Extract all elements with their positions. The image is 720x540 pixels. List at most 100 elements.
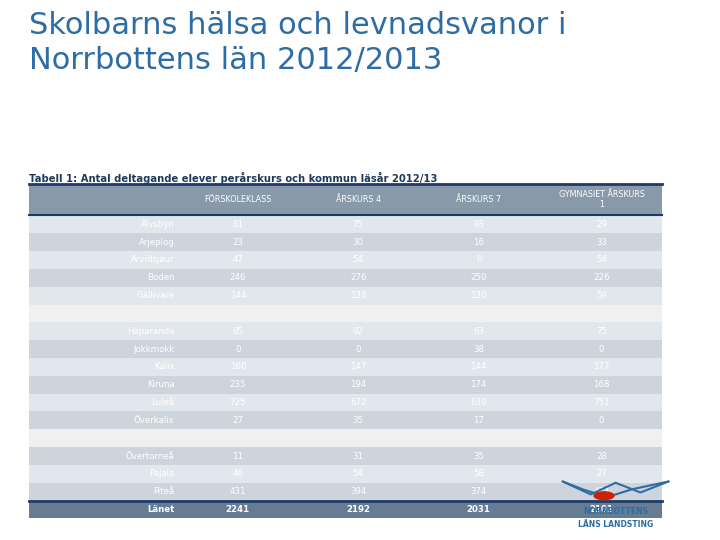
Text: Överkalix: Överkalix bbox=[134, 416, 174, 425]
Text: 47: 47 bbox=[233, 255, 243, 265]
Text: 63: 63 bbox=[473, 327, 484, 336]
Text: 144: 144 bbox=[470, 362, 487, 372]
Bar bbox=[29, 394, 662, 411]
Text: 27: 27 bbox=[596, 469, 607, 478]
Text: Tabell 1: Antal deltagande elever perårskurs och kommun läsår 2012/13: Tabell 1: Antal deltagande elever perårs… bbox=[29, 172, 437, 184]
Text: Övertorneå: Övertorneå bbox=[126, 451, 174, 461]
Text: 0: 0 bbox=[476, 255, 482, 265]
Text: 54: 54 bbox=[596, 255, 607, 265]
Circle shape bbox=[594, 492, 614, 500]
Text: GYMNASIET ÅRSKURS
1: GYMNASIET ÅRSKURS 1 bbox=[559, 190, 644, 209]
Text: 16: 16 bbox=[473, 238, 484, 247]
Text: 93: 93 bbox=[473, 220, 484, 229]
Text: ÅRSKURS 4: ÅRSKURS 4 bbox=[336, 195, 381, 204]
Text: 2241: 2241 bbox=[226, 505, 250, 514]
Text: 30: 30 bbox=[353, 238, 364, 247]
Text: 168: 168 bbox=[593, 380, 610, 389]
Text: 0: 0 bbox=[599, 416, 604, 425]
Text: Haparanda: Haparanda bbox=[127, 327, 174, 336]
Bar bbox=[29, 483, 662, 501]
Text: 639: 639 bbox=[470, 398, 487, 407]
Text: 27: 27 bbox=[233, 416, 243, 425]
Text: 431: 431 bbox=[230, 487, 246, 496]
Bar bbox=[29, 287, 662, 305]
Text: Kiruna: Kiruna bbox=[147, 380, 174, 389]
Text: Länet: Länet bbox=[147, 505, 174, 514]
Text: 194: 194 bbox=[350, 380, 366, 389]
Bar bbox=[29, 184, 662, 215]
Text: Luleå: Luleå bbox=[151, 398, 174, 407]
Text: 38: 38 bbox=[473, 345, 484, 354]
Bar bbox=[29, 447, 662, 465]
Text: Kalix: Kalix bbox=[154, 362, 174, 372]
Text: 28: 28 bbox=[596, 451, 607, 461]
Text: 54: 54 bbox=[353, 255, 364, 265]
Bar bbox=[29, 340, 662, 358]
Bar bbox=[29, 322, 662, 340]
Text: 160: 160 bbox=[230, 362, 246, 372]
Text: 138: 138 bbox=[350, 291, 366, 300]
Text: LÄNS LANDSTING: LÄNS LANDSTING bbox=[578, 521, 653, 529]
Text: 374: 374 bbox=[470, 487, 487, 496]
Text: 75: 75 bbox=[353, 220, 364, 229]
Bar bbox=[29, 429, 662, 447]
Text: 226: 226 bbox=[593, 273, 610, 282]
Text: 29: 29 bbox=[596, 220, 607, 229]
Text: 177: 177 bbox=[593, 362, 610, 372]
Text: 35: 35 bbox=[353, 416, 364, 425]
Text: NORRBOTTENS: NORRBOTTENS bbox=[583, 508, 648, 516]
Text: 0: 0 bbox=[599, 345, 604, 354]
Text: 33: 33 bbox=[596, 238, 607, 247]
Text: 61: 61 bbox=[233, 220, 243, 229]
Text: 174: 174 bbox=[470, 380, 487, 389]
Bar bbox=[29, 465, 662, 483]
Text: 0: 0 bbox=[235, 345, 240, 354]
Text: 35: 35 bbox=[473, 451, 484, 461]
Text: 394: 394 bbox=[350, 487, 366, 496]
Text: 474: 474 bbox=[593, 487, 610, 496]
Text: 235: 235 bbox=[230, 380, 246, 389]
Text: 276: 276 bbox=[350, 273, 366, 282]
Text: 2192: 2192 bbox=[346, 505, 370, 514]
Text: 130: 130 bbox=[470, 291, 487, 300]
Text: 246: 246 bbox=[230, 273, 246, 282]
Text: 144: 144 bbox=[230, 291, 246, 300]
Bar bbox=[29, 358, 662, 376]
Text: 725: 725 bbox=[230, 398, 246, 407]
Text: Gällivare: Gällivare bbox=[136, 291, 174, 300]
Text: 2031: 2031 bbox=[467, 505, 490, 514]
Bar bbox=[29, 411, 662, 429]
Text: 59: 59 bbox=[596, 291, 607, 300]
Text: 17: 17 bbox=[473, 416, 484, 425]
Bar bbox=[29, 269, 662, 287]
Text: 75: 75 bbox=[596, 327, 607, 336]
Text: Skolbarns hälsa och levnadsvanor i
Norrbottens län 2012/2013: Skolbarns hälsa och levnadsvanor i Norrb… bbox=[29, 11, 567, 75]
Bar bbox=[29, 215, 662, 233]
Text: 0: 0 bbox=[356, 345, 361, 354]
Text: 54: 54 bbox=[353, 469, 364, 478]
Text: FÖRSKOLEKLASS: FÖRSKOLEKLASS bbox=[204, 195, 271, 204]
Text: Piteå: Piteå bbox=[153, 487, 174, 496]
Bar bbox=[29, 501, 662, 518]
Text: 46: 46 bbox=[233, 469, 243, 478]
Text: Jokkmokk: Jokkmokk bbox=[133, 345, 174, 354]
Text: Arjeplog: Arjeplog bbox=[139, 238, 174, 247]
Text: 85: 85 bbox=[233, 327, 243, 336]
Text: ÅRSKURS 7: ÅRSKURS 7 bbox=[456, 195, 501, 204]
Text: Älvsbyn: Älvsbyn bbox=[140, 219, 174, 230]
Text: 23: 23 bbox=[233, 238, 243, 247]
Text: 672: 672 bbox=[350, 398, 366, 407]
Text: Boden: Boden bbox=[147, 273, 174, 282]
Text: 11: 11 bbox=[233, 451, 243, 461]
Text: 147: 147 bbox=[350, 362, 366, 372]
Bar bbox=[29, 233, 662, 251]
Text: 751: 751 bbox=[593, 398, 610, 407]
Text: 31: 31 bbox=[353, 451, 364, 461]
Text: 58: 58 bbox=[473, 469, 484, 478]
Bar bbox=[29, 376, 662, 394]
Text: Pajala: Pajala bbox=[149, 469, 174, 478]
Bar bbox=[29, 251, 662, 269]
Text: 250: 250 bbox=[470, 273, 487, 282]
Text: 92: 92 bbox=[353, 327, 364, 336]
Bar bbox=[29, 305, 662, 322]
